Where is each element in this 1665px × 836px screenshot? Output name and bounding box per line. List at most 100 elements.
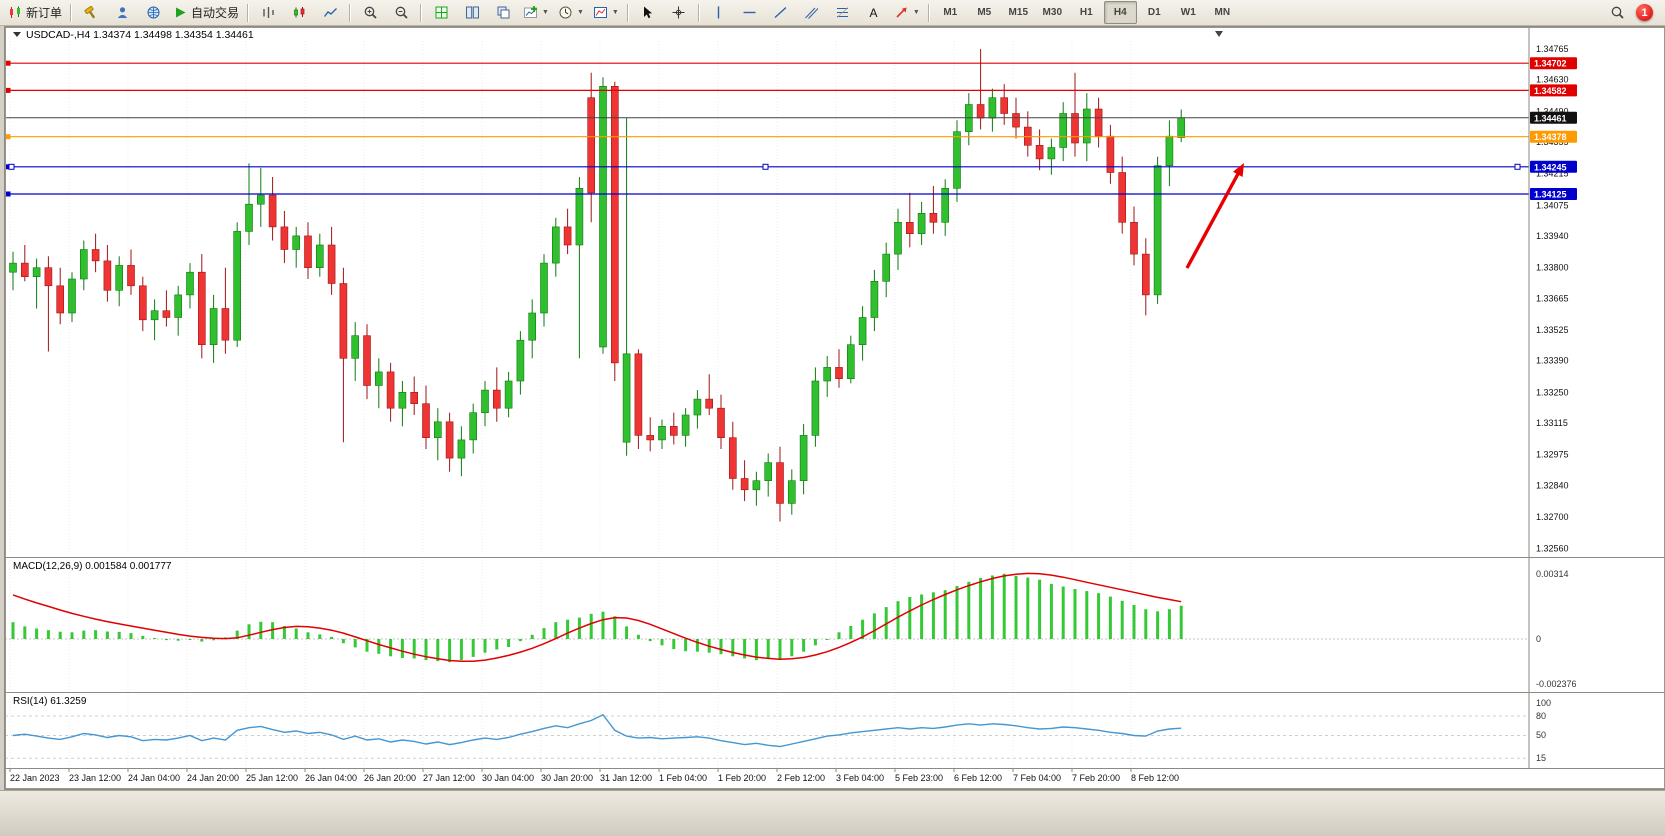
candle [91, 249, 100, 262]
svg-text:1.34490: 1.34490 [1536, 106, 1569, 116]
candle [304, 235, 312, 268]
timeframe-h1-button[interactable]: H1 [1070, 1, 1103, 24]
svg-text:1.34461: 1.34461 [1534, 113, 1567, 123]
candle [776, 462, 784, 504]
trendline-icon [773, 5, 788, 20]
cursor-button[interactable] [633, 1, 663, 24]
toolbar-separator [70, 3, 73, 22]
indicators-button[interactable] [426, 1, 456, 24]
candle [752, 480, 761, 491]
svg-text:1 Feb 20:00: 1 Feb 20:00 [718, 773, 766, 783]
channel-icon [804, 5, 819, 20]
candle [575, 188, 584, 246]
svg-text:80: 80 [1536, 711, 1546, 721]
resistance-line-2[interactable] [5, 87, 1529, 93]
bar-chart-button[interactable] [253, 1, 283, 24]
candle [528, 312, 537, 341]
arrows-button[interactable]: ▼ [890, 1, 924, 24]
svg-text:1.33115: 1.33115 [1536, 418, 1568, 428]
zoom-in-button[interactable] [355, 1, 385, 24]
support-line-1[interactable] [5, 163, 1529, 170]
dropdown-arrow-icon: ▼ [611, 9, 619, 16]
candle [68, 278, 76, 314]
time-axis[interactable]: 22 Jan 2023 23 Jan 12:00 24 Jan 04:00 24 Ja… [5, 768, 1665, 783]
svg-text:1.34075: 1.34075 [1536, 200, 1569, 210]
svg-text:24 Jan 20:00: 24 Jan 20:00 [187, 773, 239, 783]
timeframe-w1-button[interactable]: W1 [1172, 1, 1205, 24]
arrow-object-icon [894, 5, 909, 20]
fibonacci-button[interactable] [828, 1, 858, 24]
candle [198, 271, 206, 345]
chart-shift-marker[interactable] [1215, 31, 1223, 37]
svg-text:1 Feb 04:00: 1 Feb 04:00 [659, 773, 707, 783]
text-button[interactable]: A [859, 1, 889, 24]
candle [669, 425, 678, 436]
cascade-windows-button[interactable] [488, 1, 518, 24]
main-toolbar: 新订单 自动交易 ▼ ▼ ▼ A ▼ M1 M5 M15 M30 H1 H4 D1 W1 MN 1 [0, 0, 1665, 26]
candle [988, 97, 997, 119]
candle [80, 249, 88, 280]
autotrading-button[interactable]: 自动交易 [169, 1, 243, 24]
indicators-grid-icon [434, 5, 449, 20]
svg-text:100: 100 [1536, 698, 1551, 708]
notification-badge[interactable]: 1 [1636, 4, 1653, 21]
trend-arrow-annotation[interactable] [1185, 163, 1244, 269]
zoom-out-button[interactable] [386, 1, 416, 24]
timeframe-m15-button[interactable]: M15 [1002, 1, 1035, 24]
candle [339, 283, 348, 359]
candle [115, 265, 123, 291]
svg-text:1.33390: 1.33390 [1536, 356, 1569, 366]
chart-menu-icon[interactable] [13, 32, 21, 37]
vertical-line-button[interactable] [704, 1, 734, 24]
timeframe-h4-button[interactable]: H4 [1103, 1, 1137, 24]
macd-label: MACD(12,26,9) 0.001584 0.001777 [13, 561, 172, 572]
candle [457, 439, 466, 459]
candle [858, 317, 867, 346]
new-order-button[interactable]: 新订单 [4, 1, 66, 24]
candle [386, 371, 395, 409]
candle [1059, 113, 1067, 148]
periods-button[interactable]: ▼ [554, 1, 588, 24]
candle [941, 188, 950, 223]
candlestick-icon [292, 5, 307, 20]
channel-button[interactable] [797, 1, 827, 24]
candlestick-chart-button[interactable] [284, 1, 314, 24]
candle [870, 281, 879, 318]
resistance-line-1[interactable] [5, 60, 1529, 66]
candle [622, 353, 631, 443]
horizontal-line-button[interactable] [735, 1, 765, 24]
timeframe-m1-button[interactable]: M1 [934, 1, 967, 24]
cursor-icon [640, 5, 655, 20]
candle [728, 437, 737, 479]
candle [646, 435, 655, 441]
candle [610, 85, 619, 364]
svg-text:1.32560: 1.32560 [1536, 544, 1569, 554]
timeframe-h1-button-label: H1 [1079, 7, 1093, 18]
support-line-2[interactable] [5, 191, 1529, 197]
trendline-button[interactable] [766, 1, 796, 24]
timeframe-mn-button[interactable]: MN [1206, 1, 1239, 24]
metaeditor-button[interactable] [76, 1, 106, 24]
svg-text:1.34125: 1.34125 [1534, 190, 1567, 200]
line-handle [762, 163, 769, 170]
zoom-out-icon [394, 5, 409, 20]
templates-button[interactable]: ▼ [589, 1, 623, 24]
svg-text:31 Jan 12:00: 31 Jan 12:00 [600, 773, 652, 783]
price-axis[interactable]: 1.347651.346301.344901.343551.342151.340… [1528, 27, 1577, 768]
timeframe-m30-button[interactable]: M30 [1036, 1, 1069, 24]
globe-icon [146, 5, 161, 20]
line-chart-button[interactable] [315, 1, 345, 24]
market-overview-button[interactable] [138, 1, 168, 24]
pivot-line[interactable] [5, 134, 1529, 140]
chart-canvas[interactable]: USDCAD-,H4 1.34374 1.34498 1.34354 1.344… [5, 27, 1665, 789]
crosshair-button[interactable] [664, 1, 694, 24]
search-button[interactable] [1602, 1, 1632, 24]
add-indicator-button[interactable]: ▼ [519, 1, 553, 24]
candle [811, 380, 820, 436]
timeframe-m5-button[interactable]: M5 [968, 1, 1001, 24]
profiles-button[interactable] [107, 1, 137, 24]
tile-windows-button[interactable] [457, 1, 487, 24]
crosshair-icon [671, 5, 686, 20]
svg-text:50: 50 [1536, 730, 1546, 740]
timeframe-d1-button[interactable]: D1 [1138, 1, 1171, 24]
